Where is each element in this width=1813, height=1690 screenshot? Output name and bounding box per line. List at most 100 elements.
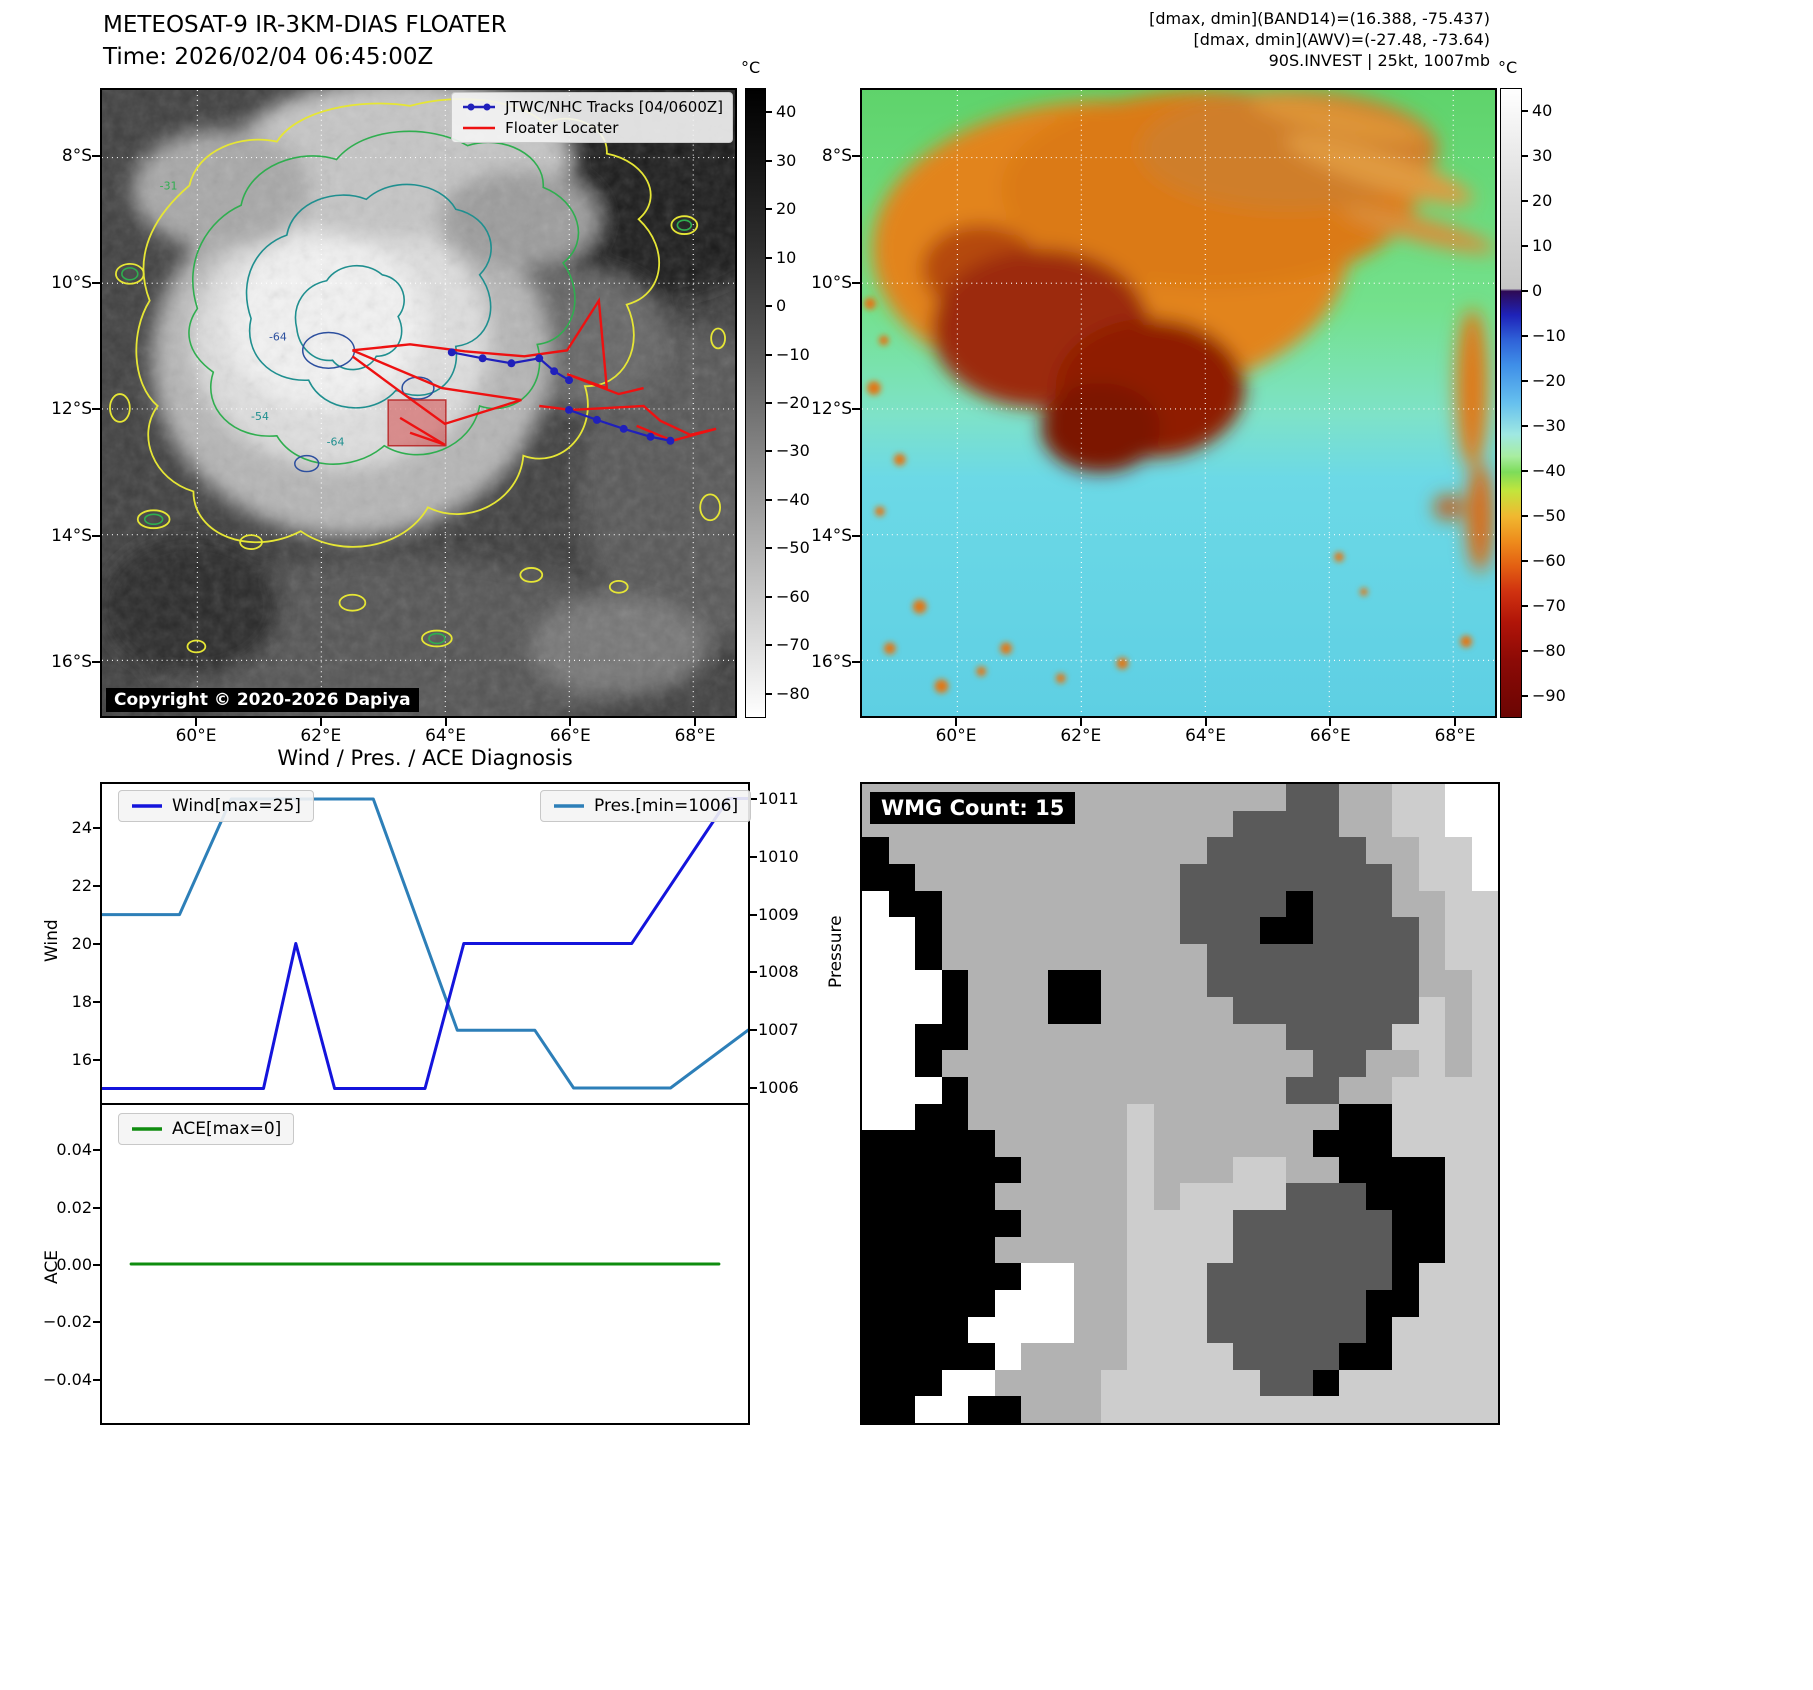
wmg-cell bbox=[1312, 917, 1339, 944]
wmg-cell bbox=[1286, 1343, 1313, 1370]
wmg-cell bbox=[1418, 1396, 1445, 1423]
wmg-cell bbox=[1339, 917, 1366, 944]
wmg-cell bbox=[1100, 1103, 1127, 1131]
wmg-cell bbox=[968, 1289, 995, 1317]
ace-plot-area bbox=[129, 1262, 721, 1266]
wmg-cell bbox=[1180, 890, 1207, 918]
wmg-cell bbox=[1100, 1343, 1127, 1370]
wmg-cell bbox=[1339, 837, 1366, 864]
wmg-cell bbox=[1127, 970, 1154, 997]
colorbar-tick-label: −50 bbox=[1532, 505, 1566, 525]
enhanced-colorbar-unit: °C bbox=[1498, 58, 1518, 77]
colorbar-tick bbox=[766, 305, 772, 308]
wmg-cell bbox=[862, 863, 889, 891]
wmg-cell bbox=[1259, 1289, 1286, 1317]
wmg-cell bbox=[1100, 917, 1127, 944]
wmg-cell bbox=[1339, 943, 1366, 971]
lon-tick-label: 62°E bbox=[300, 726, 342, 746]
wmg-cell bbox=[941, 1050, 968, 1077]
wind-line-sample bbox=[132, 804, 162, 808]
wmg-cell bbox=[1021, 1316, 1048, 1344]
wmg-cell bbox=[968, 970, 995, 997]
wmg-cell bbox=[1100, 890, 1127, 918]
wmg-cell bbox=[1365, 1369, 1392, 1397]
wmg-cell bbox=[968, 1316, 995, 1344]
wmg-cell bbox=[968, 1156, 995, 1184]
wmg-cell bbox=[1392, 1210, 1419, 1237]
wmg-cell bbox=[1286, 863, 1313, 891]
wmg-cell bbox=[1206, 1156, 1233, 1184]
wmg-cell bbox=[1392, 1396, 1419, 1423]
wmg-cell bbox=[1365, 997, 1392, 1024]
lat-tick-label: 8°S bbox=[821, 146, 852, 166]
lon-tick-label: 64°E bbox=[425, 726, 466, 746]
wmg-cell bbox=[862, 1210, 889, 1237]
lon-tick-label: 68°E bbox=[674, 726, 716, 746]
wmg-cell bbox=[1392, 917, 1419, 944]
colorbar-tick bbox=[766, 256, 772, 259]
colorbar-tick-label: −30 bbox=[1532, 415, 1566, 435]
wmg-cell bbox=[1312, 810, 1339, 838]
wmg-cell bbox=[1206, 837, 1233, 864]
wmg-cell bbox=[862, 890, 889, 918]
lon-tick bbox=[569, 718, 572, 726]
wmg-cell bbox=[1047, 1050, 1074, 1077]
wmg-cell bbox=[1365, 917, 1392, 944]
wmg-cell bbox=[1445, 1050, 1472, 1077]
wmg-cell bbox=[1153, 1396, 1180, 1423]
wmg-cell bbox=[1180, 997, 1207, 1024]
wmg-cell bbox=[1365, 1050, 1392, 1077]
wmg-cell bbox=[1233, 1263, 1260, 1290]
wmg-cell bbox=[1127, 1183, 1154, 1210]
wmg-cell bbox=[1365, 1316, 1392, 1344]
wmg-cell bbox=[1233, 1183, 1260, 1210]
wmg-pixel-grid bbox=[862, 784, 1498, 1423]
wmg-cell bbox=[1206, 1103, 1233, 1131]
colorbar-tick-label: 0 bbox=[1532, 280, 1543, 300]
wmg-cell bbox=[1471, 917, 1498, 944]
wmg-cell bbox=[1021, 863, 1048, 891]
wmg-cell bbox=[1206, 1396, 1233, 1423]
colorbar-tick bbox=[766, 111, 772, 114]
wmg-cell bbox=[1180, 1289, 1207, 1317]
wmg-cell bbox=[1127, 1023, 1154, 1051]
ace-tick bbox=[93, 1321, 100, 1324]
lat-tick bbox=[852, 155, 860, 157]
wmg-cell bbox=[1392, 863, 1419, 891]
wmg-cell bbox=[1047, 1369, 1074, 1397]
wmg-cell bbox=[1392, 810, 1419, 838]
wmg-cell bbox=[1127, 1130, 1154, 1157]
wmg-cell bbox=[1392, 1050, 1419, 1077]
wmg-cell bbox=[968, 943, 995, 971]
wmg-cell bbox=[994, 1210, 1021, 1237]
pressure-legend: Pres.[min=1006] bbox=[540, 790, 752, 822]
wmg-cell bbox=[915, 1023, 942, 1051]
wmg-cell bbox=[1047, 863, 1074, 891]
wmg-cell bbox=[1259, 1103, 1286, 1131]
wmg-cell bbox=[1180, 917, 1207, 944]
colorbar-tick-label: −60 bbox=[776, 586, 810, 606]
wmg-count-badge: WMG Count: 15 bbox=[870, 792, 1076, 824]
wmg-cell bbox=[1392, 1369, 1419, 1397]
wmg-cell bbox=[1074, 1183, 1101, 1210]
jtwc-track bbox=[447, 348, 675, 445]
lon-tick bbox=[1329, 718, 1332, 726]
wmg-cell bbox=[1471, 1263, 1498, 1290]
ir-legend: JTWC/NHC Tracks [04/0600Z] Floater Locat… bbox=[451, 92, 733, 143]
wmg-cell bbox=[1127, 784, 1154, 811]
wmg-cell bbox=[1180, 1316, 1207, 1344]
wmg-cell bbox=[1100, 1050, 1127, 1077]
colorbar-tick bbox=[1522, 694, 1528, 697]
pressure-axis-label: Pressure bbox=[826, 915, 846, 988]
wmg-cell bbox=[1153, 1316, 1180, 1344]
wmg-cell bbox=[1127, 1369, 1154, 1397]
colorbar-tick bbox=[766, 159, 772, 162]
wmg-cell bbox=[1153, 1289, 1180, 1317]
wmg-cell bbox=[1100, 1263, 1127, 1290]
wmg-cell bbox=[1365, 1343, 1392, 1370]
ace-line-sample bbox=[132, 1127, 162, 1131]
wmg-cell bbox=[1021, 1396, 1048, 1423]
wmg-cell bbox=[915, 1369, 942, 1397]
wmg-cell bbox=[1233, 1369, 1260, 1397]
